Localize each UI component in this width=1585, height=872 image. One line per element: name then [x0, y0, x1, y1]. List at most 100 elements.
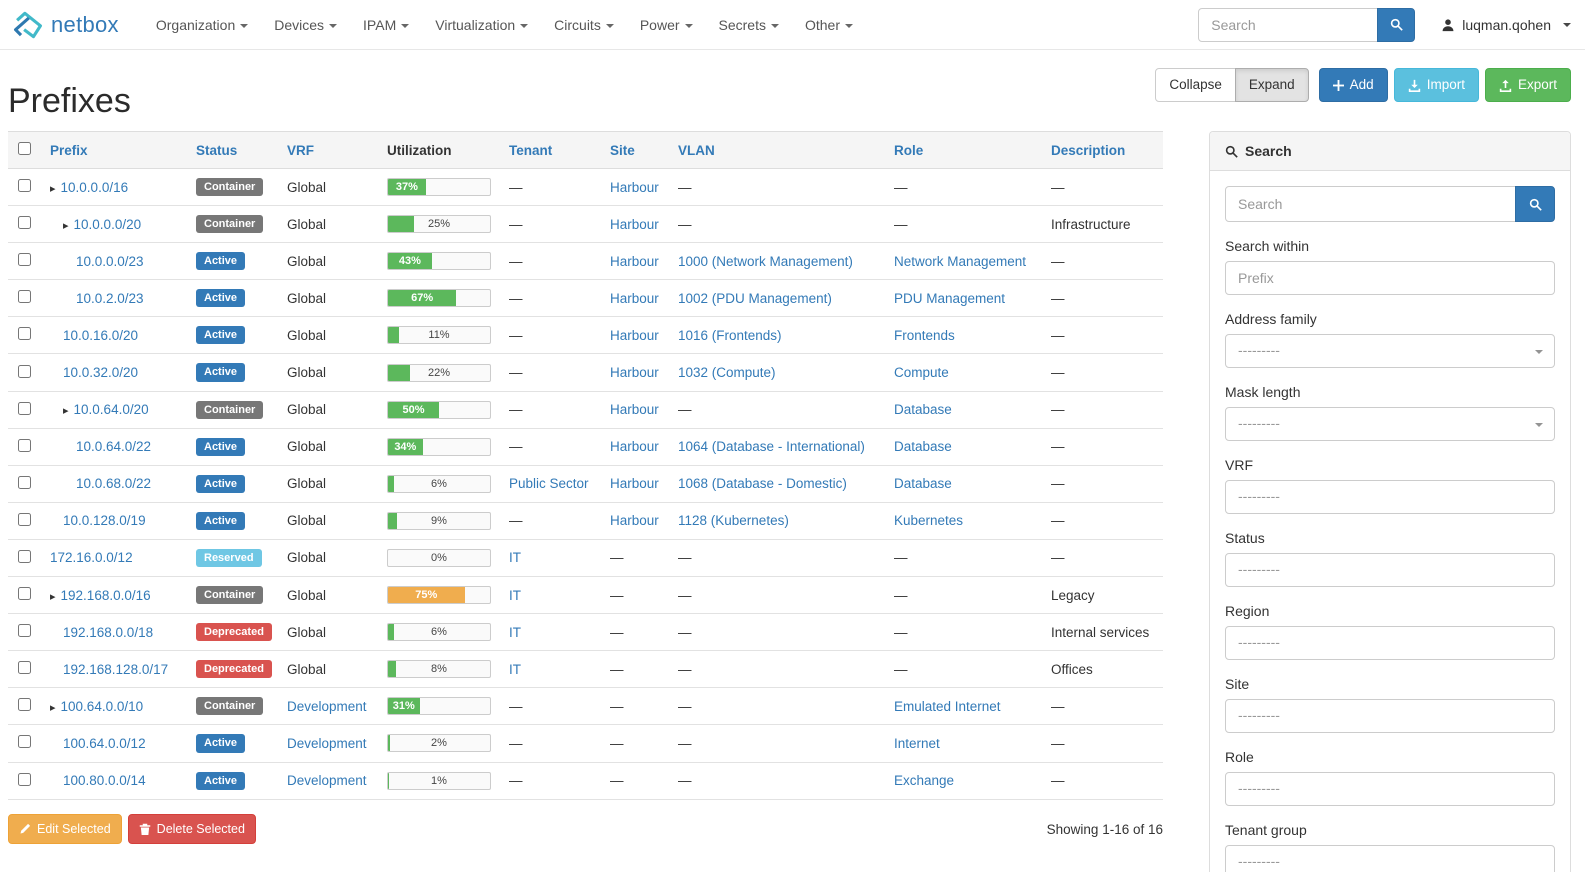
- vlan-link[interactable]: 1032 (Compute): [678, 365, 776, 381]
- nav-item-power[interactable]: Power: [627, 2, 706, 48]
- row-checkbox[interactable]: [18, 438, 31, 452]
- row-checkbox[interactable]: [18, 475, 31, 489]
- row-checkbox[interactable]: [18, 290, 31, 304]
- tenant-link[interactable]: IT: [509, 550, 521, 566]
- delete-selected-button[interactable]: Delete Selected: [127, 813, 256, 845]
- filter-select-status[interactable]: ---------: [1225, 553, 1555, 587]
- column-header-prefix[interactable]: Prefix: [42, 131, 188, 169]
- prefix-link[interactable]: 192.168.128.0/17: [63, 661, 169, 677]
- column-header-status[interactable]: Status: [188, 131, 279, 169]
- role-link[interactable]: Exchange: [894, 773, 955, 789]
- role-link[interactable]: Kubernetes: [894, 513, 964, 529]
- prefix-link[interactable]: 10.0.32.0/20: [63, 365, 139, 381]
- role-link[interactable]: Frontends: [894, 327, 955, 343]
- site-link[interactable]: Harbour: [610, 513, 659, 529]
- import-button[interactable]: Import: [1393, 68, 1479, 103]
- row-checkbox[interactable]: [18, 661, 31, 675]
- prefix-link[interactable]: 10.0.0.0/23: [76, 253, 144, 269]
- tenant-link[interactable]: IT: [509, 624, 521, 640]
- tenant-link[interactable]: IT: [509, 661, 521, 677]
- row-checkbox[interactable]: [18, 401, 31, 415]
- vrf-link[interactable]: Development: [287, 773, 367, 789]
- prefix-link[interactable]: 10.0.0.0/20: [73, 216, 142, 232]
- netbox-brand[interactable]: netbox: [10, 11, 127, 39]
- filter-select-vrf[interactable]: ---------: [1225, 480, 1555, 514]
- column-header-tenant[interactable]: Tenant: [501, 131, 602, 169]
- user-menu[interactable]: luqman.qohen: [1441, 17, 1571, 33]
- prefix-link[interactable]: 10.0.64.0/22: [76, 439, 152, 455]
- vlan-link[interactable]: 1068 (Database - Domestic): [678, 476, 847, 492]
- role-link[interactable]: Database: [894, 476, 952, 492]
- nav-item-secrets[interactable]: Secrets: [706, 2, 792, 48]
- site-link[interactable]: Harbour: [610, 476, 659, 492]
- site-link[interactable]: Harbour: [610, 253, 659, 269]
- row-checkbox[interactable]: [18, 735, 31, 749]
- filter-select-mask-length[interactable]: ---------: [1225, 407, 1555, 441]
- expand-button[interactable]: Expand: [1234, 68, 1309, 103]
- role-link[interactable]: Emulated Internet: [894, 698, 1001, 714]
- prefix-link[interactable]: 172.16.0.0/12: [50, 550, 133, 566]
- role-link[interactable]: Compute: [894, 365, 949, 381]
- prefix-link[interactable]: 10.0.64.0/20: [73, 402, 149, 418]
- site-link[interactable]: Harbour: [610, 179, 659, 195]
- row-checkbox[interactable]: [18, 327, 31, 341]
- prefix-link[interactable]: 10.0.16.0/20: [63, 327, 139, 343]
- role-link[interactable]: Database: [894, 439, 952, 455]
- add-button[interactable]: Add: [1318, 68, 1388, 103]
- filter-select-address-family[interactable]: ---------: [1225, 334, 1555, 368]
- navbar-search-button[interactable]: [1377, 7, 1416, 42]
- filter-select-tenant-group[interactable]: ---------: [1225, 845, 1555, 872]
- nav-item-devices[interactable]: Devices: [261, 2, 350, 48]
- column-header-vlan[interactable]: VLAN: [670, 131, 886, 169]
- filter-select-role[interactable]: ---------: [1225, 772, 1555, 806]
- prefix-link[interactable]: 192.168.0.0/18: [63, 624, 154, 640]
- prefix-link[interactable]: 10.0.68.0/22: [76, 476, 152, 492]
- prefix-link[interactable]: 192.168.0.0/16: [60, 587, 151, 603]
- vlan-link[interactable]: 1000 (Network Management): [678, 253, 853, 269]
- row-checkbox[interactable]: [18, 179, 31, 193]
- site-link[interactable]: Harbour: [610, 327, 659, 343]
- site-link[interactable]: Harbour: [610, 402, 659, 418]
- column-header-role[interactable]: Role: [886, 131, 1043, 169]
- tenant-link[interactable]: IT: [509, 587, 521, 603]
- nav-item-circuits[interactable]: Circuits: [541, 2, 627, 48]
- vrf-link[interactable]: Development: [287, 698, 367, 714]
- nav-item-organization[interactable]: Organization: [143, 2, 261, 48]
- row-checkbox[interactable]: [18, 624, 31, 638]
- site-link[interactable]: Harbour: [610, 290, 659, 306]
- role-link[interactable]: Network Management: [894, 253, 1027, 269]
- nav-item-virtualization[interactable]: Virtualization: [422, 2, 541, 48]
- row-checkbox[interactable]: [18, 216, 31, 230]
- column-header-vrf[interactable]: VRF: [279, 131, 379, 169]
- site-link[interactable]: Harbour: [610, 439, 659, 455]
- vlan-link[interactable]: 1016 (Frontends): [678, 327, 782, 343]
- row-checkbox[interactable]: [18, 512, 31, 526]
- filter-search-input[interactable]: [1225, 186, 1516, 222]
- filter-select-region[interactable]: ---------: [1225, 626, 1555, 660]
- row-checkbox[interactable]: [18, 549, 31, 563]
- prefix-link[interactable]: 100.64.0.0/10: [60, 698, 144, 714]
- nav-item-other[interactable]: Other: [792, 2, 866, 48]
- row-checkbox[interactable]: [18, 587, 31, 601]
- row-checkbox[interactable]: [18, 698, 31, 712]
- prefix-link[interactable]: 10.0.0.0/16: [60, 179, 129, 195]
- role-link[interactable]: Internet: [894, 735, 940, 751]
- collapse-button[interactable]: Collapse: [1155, 68, 1236, 103]
- nav-item-ipam[interactable]: IPAM: [350, 2, 422, 48]
- filter-input-search-within[interactable]: [1225, 261, 1555, 295]
- site-link[interactable]: Harbour: [610, 216, 659, 232]
- tenant-link[interactable]: Public Sector: [509, 476, 589, 492]
- vrf-link[interactable]: Development: [287, 735, 367, 751]
- site-link[interactable]: Harbour: [610, 365, 659, 381]
- prefix-link[interactable]: 100.64.0.0/12: [63, 735, 146, 751]
- role-link[interactable]: Database: [894, 402, 952, 418]
- row-checkbox[interactable]: [18, 772, 31, 786]
- filter-select-site[interactable]: ---------: [1225, 699, 1555, 733]
- filter-search-button[interactable]: [1515, 186, 1555, 222]
- role-link[interactable]: PDU Management: [894, 290, 1006, 306]
- column-header-description[interactable]: Description: [1043, 131, 1163, 169]
- prefix-link[interactable]: 100.80.0.0/14: [63, 773, 146, 789]
- navbar-search-input[interactable]: [1198, 7, 1379, 42]
- export-button[interactable]: Export: [1484, 68, 1571, 103]
- prefix-link[interactable]: 10.0.2.0/23: [76, 290, 144, 306]
